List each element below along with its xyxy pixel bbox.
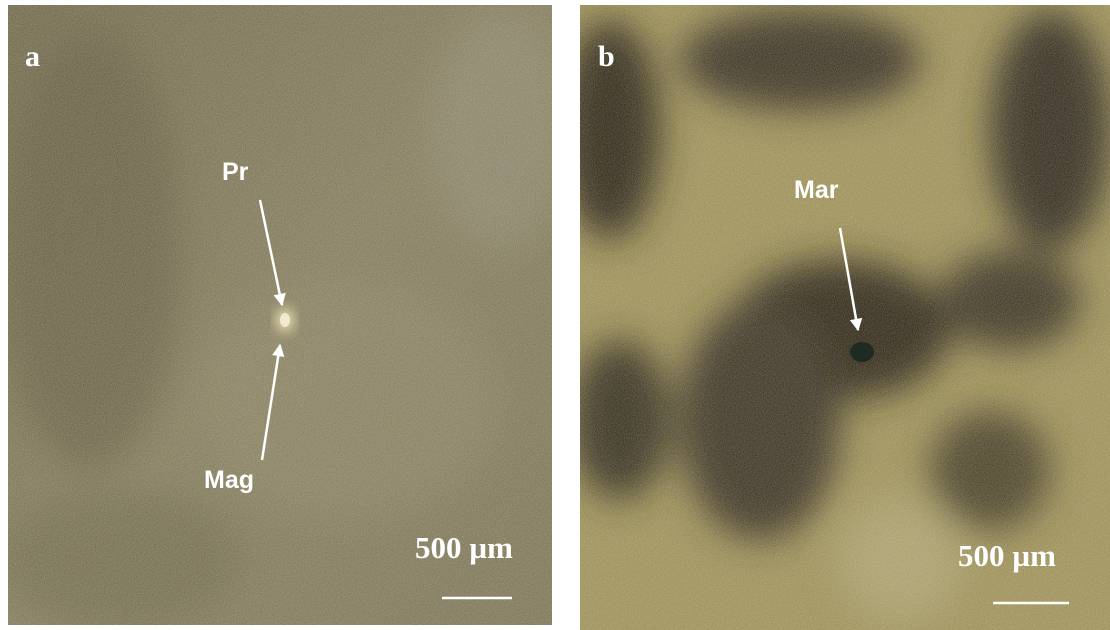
panel-b-image xyxy=(560,5,1110,630)
panel-label: a xyxy=(25,40,40,73)
scale-label: 500 µm xyxy=(958,538,1056,573)
annotation: Pr xyxy=(222,158,249,186)
annotation: Mar xyxy=(794,176,839,204)
scale-label: 500 µm xyxy=(415,530,513,565)
annotation: Mag xyxy=(204,466,254,494)
panel-label: b xyxy=(598,40,615,73)
figure: a Pr Mag 500 µm b Mar 500 µm xyxy=(0,0,1110,630)
